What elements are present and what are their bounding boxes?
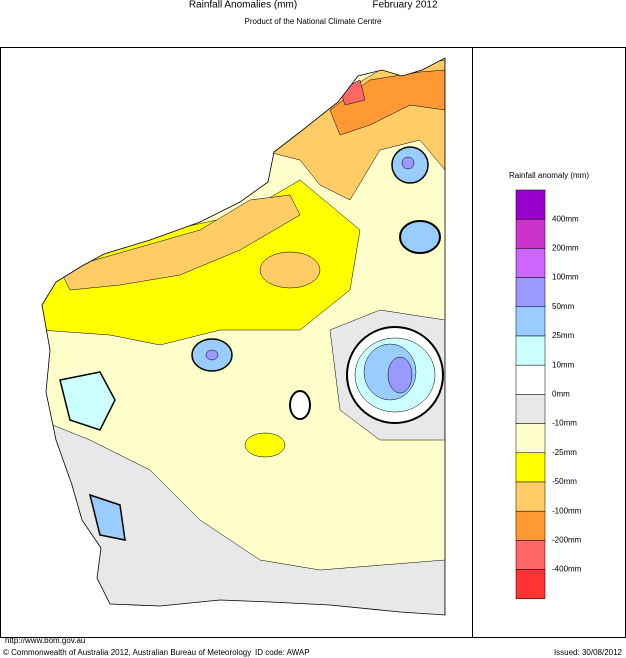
legend-label: -10mm: [552, 419, 577, 428]
region-blue-mid: [399, 220, 441, 254]
legend-label: 400mm: [552, 214, 579, 223]
legend-label: -100mm: [552, 506, 582, 515]
region-orange-blob: [259, 251, 321, 289]
legend-swatch: [515, 510, 546, 541]
coastline: [41, 57, 446, 616]
legend-swatch: [515, 277, 546, 308]
footer-url: http://www.bom.gov.au: [5, 636, 85, 645]
legend-swatch: [515, 218, 546, 249]
region-gray-south: [42, 419, 445, 615]
legend-label: 10mm: [552, 360, 575, 369]
legend-swatch: [515, 394, 546, 424]
legend-label: -25mm: [552, 448, 577, 457]
map-period: February 2012: [372, 0, 437, 11]
region-orange-light: [59, 194, 301, 291]
map-subtitle: Product of the National Climate Centre: [245, 17, 383, 26]
region-red: [339, 79, 366, 106]
legend-swatch: [515, 452, 546, 483]
legend-label: -200mm: [552, 536, 582, 545]
footer-id: ID code: AWAP: [255, 648, 310, 657]
legend-swatch: [515, 364, 546, 395]
region-zero-south: [289, 390, 311, 420]
region-lavender-west: [205, 349, 219, 361]
legend: Rainfall anomaly (mm) 400mm 200mm 100mm 50m…: [509, 171, 589, 600]
legend-swatch: [515, 481, 546, 512]
region-blue-sw: [88, 493, 126, 541]
region-cyan-west: [59, 371, 116, 431]
region-lavender-east: [387, 356, 413, 394]
legend-label: 25mm: [552, 331, 575, 340]
legend-label: -400mm: [552, 565, 582, 574]
anomaly-map: [42, 58, 445, 615]
region-yellow-south: [244, 432, 286, 458]
legend-swatch: [515, 569, 546, 600]
map-title: Rainfall Anomalies (mm): [189, 0, 297, 11]
footer-issued: Issued: 30/08/2012: [554, 648, 623, 657]
region-lavender-north: [401, 156, 415, 170]
legend-swatch: [515, 248, 546, 278]
legend-label: 100mm: [552, 273, 579, 282]
legend-label: -50mm: [552, 477, 577, 486]
legend-label: 200mm: [552, 244, 579, 253]
legend-label: 50mm: [552, 302, 575, 311]
legend-swatch: [515, 423, 546, 454]
legend-swatch: [515, 189, 546, 220]
legend-swatch: [515, 335, 546, 366]
region-orange: [329, 69, 445, 136]
legend-label: 0mm: [552, 390, 570, 399]
legend-swatch: [515, 306, 546, 337]
legend-swatch: [515, 540, 546, 570]
legend-title: Rainfall anomaly (mm): [509, 171, 589, 180]
footer-copyright: © Commonwealth of Australia 2012, Austra…: [3, 648, 251, 657]
